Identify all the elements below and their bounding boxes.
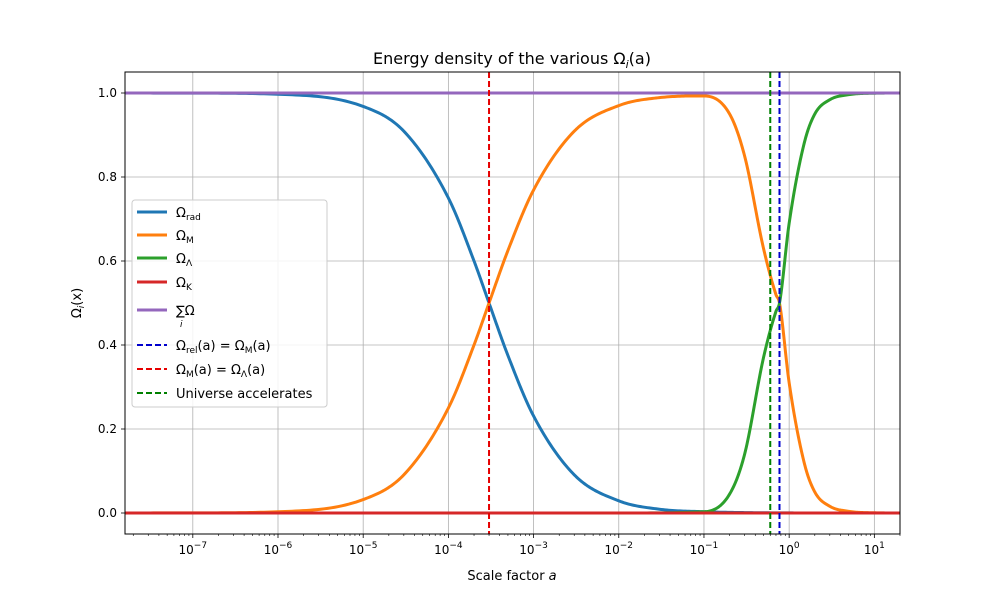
legend-label-universe-accelerates: Universe accelerates: [176, 387, 313, 402]
legend-entry-omega-k: ΩK: [137, 276, 193, 293]
y-axis-label: Ωi(x): [70, 288, 87, 318]
legend-label-omega-m: ΩM: [176, 229, 194, 246]
legend-label-sum-omega: ∑Ω: [176, 304, 195, 319]
legend-entry-universe-accelerates: Universe accelerates: [137, 387, 313, 402]
y-tick-label: 0.6: [98, 254, 117, 268]
legend: Ωrad ΩM ΩΛ ΩK ∑Ω i Ωrel(a) = ΩM(a) ΩM(a)…: [131, 199, 328, 408]
plot-frame: [124, 71, 901, 535]
x-axis-label: Scale factor a: [467, 569, 556, 584]
legend-entry-omega-lambda: ΩΛ: [137, 252, 193, 269]
legend-entry-rel-equals-m: Ωrel(a) = ΩM(a): [137, 339, 271, 356]
x-tick-label: 10−6: [264, 541, 293, 557]
legend-entry-sum-omega: ∑Ω i: [137, 304, 195, 330]
x-tick-label: 10−2: [604, 541, 633, 557]
x-tick-label: 10−1: [690, 541, 719, 557]
y-tick-label: 0.4: [98, 338, 117, 352]
x-tick-label: 10−4: [434, 541, 463, 557]
y-tick-label: 0.8: [98, 170, 117, 184]
legend-label-omega-lambda: ΩΛ: [176, 252, 193, 269]
chart-title: Energy density of the various Ωi(a): [373, 49, 651, 71]
x-tick-label: 10−5: [349, 541, 378, 557]
x-tick-label: 100: [779, 541, 800, 557]
legend-label-omega-rad: Ωrad: [176, 206, 201, 223]
vline-layer: [488, 72, 781, 534]
x-tick-label: 10−3: [519, 541, 548, 557]
legend-label-m-equals-lambda: ΩM(a) = ΩΛ(a): [176, 363, 265, 380]
legend-entry-m-equals-lambda: ΩM(a) = ΩΛ(a): [137, 363, 265, 380]
x-tick-label: 10−7: [179, 541, 208, 557]
legend-entry-omega-rad: Ωrad: [137, 206, 201, 223]
x-axis-ticks: 10−7 10−6 10−5 10−4 10−3 10−2 10−1 100 101: [132, 534, 901, 557]
y-tick-label: 0.0: [98, 506, 117, 520]
legend-label-omega-k: ΩK: [176, 276, 193, 293]
legend-box: [131, 199, 328, 408]
series-line-m: [125, 94, 901, 515]
legend-entry-omega-m: ΩM: [137, 229, 194, 246]
y-tick-label: 1.0: [98, 86, 117, 100]
y-axis-ticks: 0.0 0.2 0.4 0.6 0.8 1.0: [98, 86, 125, 520]
y-tick-label: 0.2: [98, 422, 117, 436]
x-tick-label: 101: [864, 541, 885, 557]
legend-label-rel-equals-m: Ωrel(a) = ΩM(a): [176, 339, 271, 356]
legend-label-sum-index: i: [180, 320, 183, 330]
